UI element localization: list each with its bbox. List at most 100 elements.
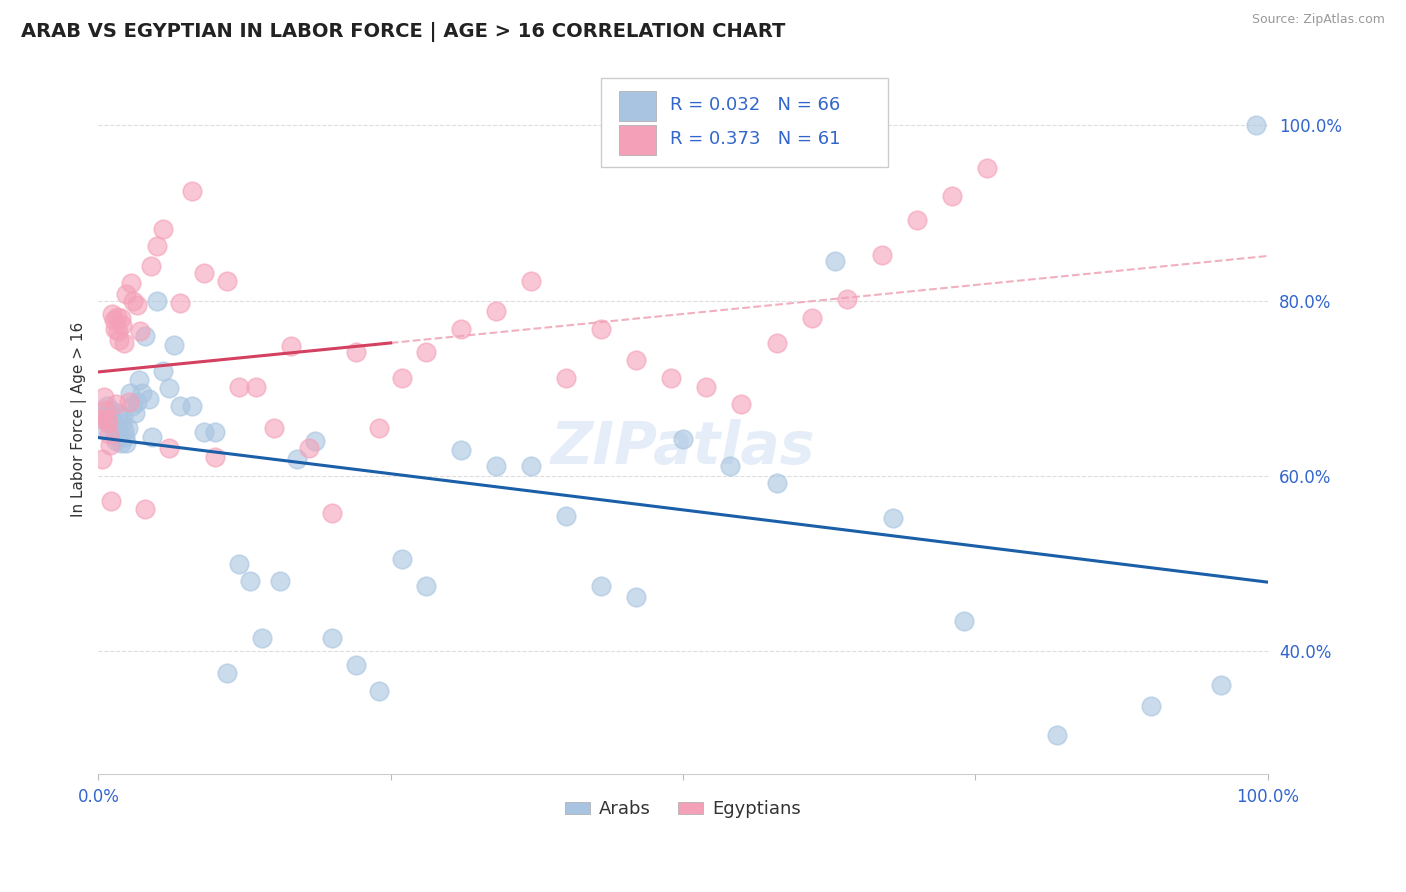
Point [128,373,150,387]
Point [415,344,437,359]
Point [555,508,578,523]
Point [107,406,129,420]
Point [824,254,846,268]
Point [108,333,131,347]
Point [204,450,226,464]
FancyBboxPatch shape [619,125,657,155]
Point [117,421,139,435]
Point [110,435,132,450]
Point [800,311,823,326]
Point [152,222,174,236]
Point [122,293,145,308]
Point [97,417,120,431]
Point [111,417,134,431]
Point [121,399,143,413]
Point [118,385,141,400]
Point [118,394,141,409]
Point [344,657,367,672]
Point [101,415,124,429]
Point [104,397,127,411]
Point [765,335,787,350]
Point [344,344,367,359]
Point [157,441,180,455]
Point [555,371,578,385]
Point [672,432,695,446]
Point [98,403,121,417]
Point [263,421,285,435]
Point [882,511,904,525]
Point [93,390,115,404]
Point [139,259,162,273]
Point [90,451,112,466]
Point [90,412,112,426]
Point [835,292,858,306]
Point [304,434,326,448]
Point [104,434,127,448]
Point [298,441,321,455]
Point [485,458,508,473]
Text: R = 0.032   N = 66: R = 0.032 N = 66 [671,96,841,114]
Point [285,451,308,466]
Point [204,425,226,440]
Point [415,579,437,593]
Point [124,406,146,420]
Point [485,304,508,318]
Point [368,683,391,698]
Point [368,421,391,435]
Point [125,394,148,409]
Point [112,335,135,350]
Point [695,379,717,393]
Point [765,476,787,491]
Point [905,213,928,227]
Point [125,298,148,312]
Point [114,429,136,443]
Point [718,458,741,473]
Point [103,421,125,435]
Point [134,328,156,343]
FancyBboxPatch shape [619,91,657,120]
Point [228,379,250,393]
Point [391,371,413,385]
Point [93,408,115,422]
Point [112,424,135,438]
Point [280,339,302,353]
Point [100,493,122,508]
Point [239,574,262,589]
Point [96,412,118,426]
Point [450,322,472,336]
Text: R = 0.373   N = 61: R = 0.373 N = 61 [671,130,841,148]
Point [90,421,112,435]
Point [976,161,998,175]
Point [100,409,122,424]
Point [138,392,160,406]
Point [157,381,180,395]
Point [146,239,169,253]
Point [105,310,128,324]
Point [520,275,543,289]
Point [129,325,152,339]
Point [111,409,134,424]
Point [180,399,202,413]
Point [98,438,121,452]
Point [104,427,127,442]
Point [321,506,343,520]
Point [101,307,124,321]
Point [321,632,343,646]
Point [1046,728,1069,742]
Point [193,425,215,440]
Point [169,399,191,413]
Point [105,418,128,433]
Point [193,266,215,280]
Point [659,371,682,385]
Point [730,397,752,411]
Point [520,458,543,473]
Point [97,417,120,431]
Point [1209,678,1232,692]
Point [228,557,250,571]
Point [110,311,132,326]
Point [626,590,648,604]
Point [215,275,238,289]
Point [1139,698,1161,713]
Point [163,337,186,351]
Point [870,248,893,262]
